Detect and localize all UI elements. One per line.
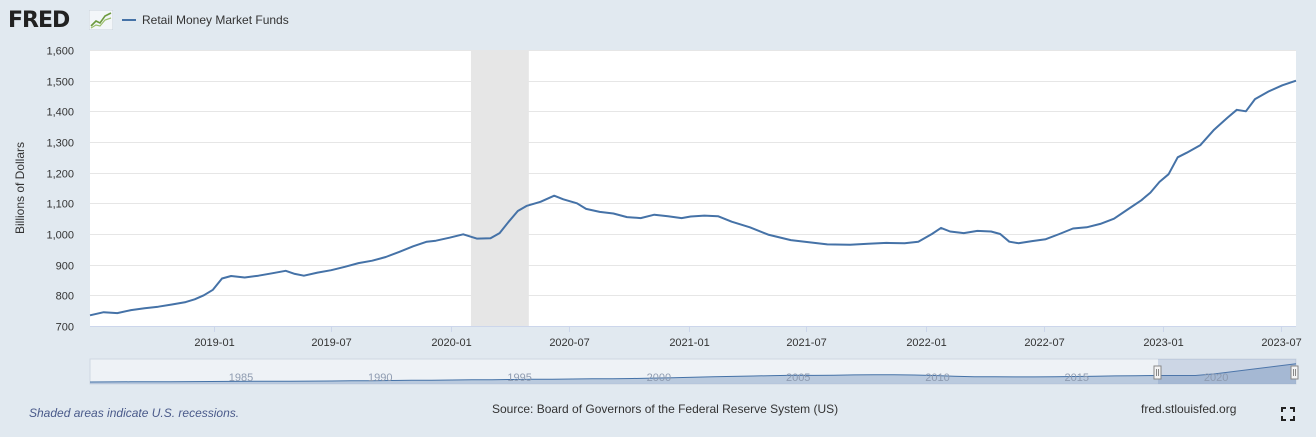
navigator-area bbox=[90, 363, 1296, 384]
recession-band-0 bbox=[470, 50, 529, 326]
series-layer bbox=[89, 79, 1297, 317]
navigator-label: 2015 bbox=[1065, 372, 1089, 384]
x-tick-label: 2021-07 bbox=[786, 337, 826, 349]
recession-layer bbox=[470, 50, 529, 326]
y-tick-label: 1,500 bbox=[46, 77, 74, 89]
navigator-label: 1995 bbox=[507, 372, 531, 384]
navigator-line bbox=[89, 363, 1297, 383]
navigator-label: 1990 bbox=[368, 372, 392, 384]
x-tick-label: 2020-07 bbox=[549, 337, 589, 349]
y-tick-label: 800 bbox=[56, 291, 74, 303]
y-tick-label: 1,100 bbox=[46, 199, 74, 211]
navigator-handle-right[interactable] bbox=[1290, 365, 1299, 380]
navigator-window[interactable] bbox=[1158, 359, 1296, 384]
x-tick-label: 2022-01 bbox=[906, 337, 946, 349]
fred-logo[interactable]: FRED bbox=[8, 8, 70, 33]
legend[interactable]: Retail Money Market Funds bbox=[122, 13, 289, 27]
x-tick-label: 2020-01 bbox=[431, 337, 471, 349]
x-tick-label: 2023-01 bbox=[1143, 337, 1183, 349]
chart[interactable]: 700 800 900 1,000 1,100 1,200 1,300 1,400 1,500 1… bbox=[0, 0, 1316, 400]
navigator-label: 2005 bbox=[786, 372, 810, 384]
y-tick-label: 1,400 bbox=[46, 107, 74, 119]
y-tick-label: 1,600 bbox=[46, 46, 74, 58]
x-tick-label: 2019-07 bbox=[311, 337, 351, 349]
recession-note: Shaded areas indicate U.S. recessions. bbox=[29, 406, 240, 420]
navigator-label: 2020 bbox=[1204, 372, 1228, 384]
fullscreen-icon[interactable] bbox=[1281, 407, 1295, 421]
x-tick-label: 2023-07 bbox=[1261, 337, 1301, 349]
source-text: Source: Board of Governors of the Federa… bbox=[492, 402, 839, 416]
fred-url-link[interactable]: fred.stlouisfed.org bbox=[1141, 402, 1237, 416]
grid-layer bbox=[90, 50, 1296, 327]
navigator[interactable]: 1985 1990 1995 2000 2005 2010 2015 2020 bbox=[89, 358, 1299, 385]
plot-area bbox=[90, 50, 1296, 326]
y-tick-label: 700 bbox=[56, 322, 74, 334]
y-tick-label: 1,000 bbox=[46, 230, 74, 242]
navigator-handle-left[interactable] bbox=[1153, 365, 1162, 380]
y-tick-labels: 700 800 900 1,000 1,100 1,200 1,300 1,400 1,500 1… bbox=[46, 46, 74, 334]
legend-label: Retail Money Market Funds bbox=[142, 13, 289, 27]
x-tick-labels: 2019-01 2019-07 2020-01 2020-07 2021-01 2021-… bbox=[90, 326, 1302, 349]
y-tick-label: 1,300 bbox=[46, 138, 74, 150]
fred-graph-icon bbox=[89, 10, 113, 30]
x-tick-label: 2021-01 bbox=[669, 337, 709, 349]
y-axis-label: Billions of Dollars bbox=[13, 142, 27, 234]
legend-swatch bbox=[122, 19, 136, 21]
x-tick-label: 2019-01 bbox=[194, 337, 234, 349]
x-tick-label: 2022-07 bbox=[1024, 337, 1064, 349]
chart-header: FRED Retail Money Market Funds bbox=[0, 0, 1316, 44]
navigator-labels: 1985 1990 1995 2000 2005 2010 2015 2020 bbox=[229, 372, 1229, 384]
series-line-0[interactable] bbox=[89, 79, 1297, 317]
navigator-label: 2010 bbox=[925, 372, 949, 384]
y-tick-label: 900 bbox=[56, 261, 74, 273]
navigator-label: 2000 bbox=[647, 372, 671, 384]
navigator-label: 1985 bbox=[229, 372, 253, 384]
y-tick-label: 1,200 bbox=[46, 169, 74, 181]
